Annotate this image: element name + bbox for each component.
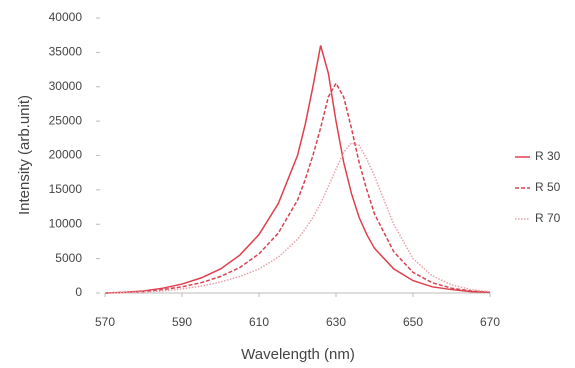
x-tick-label: 650 <box>403 315 423 329</box>
series-line <box>104 45 491 294</box>
x-tick-label: 670 <box>480 315 500 329</box>
x-tick-label: 590 <box>172 315 192 329</box>
x-axis-label: Wavelength (nm) <box>241 346 355 363</box>
y-axis-label: Intensity (arb.unit) <box>16 95 33 215</box>
series-line <box>104 142 491 294</box>
x-tick-label: 570 <box>95 315 115 329</box>
y-tick-label: 15000 <box>49 182 83 196</box>
legend-label: R 50 <box>535 180 561 194</box>
y-tick-label: 40000 <box>49 10 83 24</box>
y-tick-label: 5000 <box>55 251 82 265</box>
y-tick-label: 0 <box>75 285 82 299</box>
y-tick-label: 30000 <box>49 79 83 93</box>
y-tick-label: 10000 <box>49 216 83 230</box>
y-tick-label: 35000 <box>49 45 83 59</box>
legend-label: R 30 <box>535 149 561 163</box>
x-tick-label: 610 <box>249 315 269 329</box>
y-tick-label: 25000 <box>49 113 83 127</box>
y-tick-label: 20000 <box>49 148 83 162</box>
legend-label: R 70 <box>535 211 561 225</box>
x-tick-label: 630 <box>326 315 346 329</box>
series-line <box>104 81 491 294</box>
